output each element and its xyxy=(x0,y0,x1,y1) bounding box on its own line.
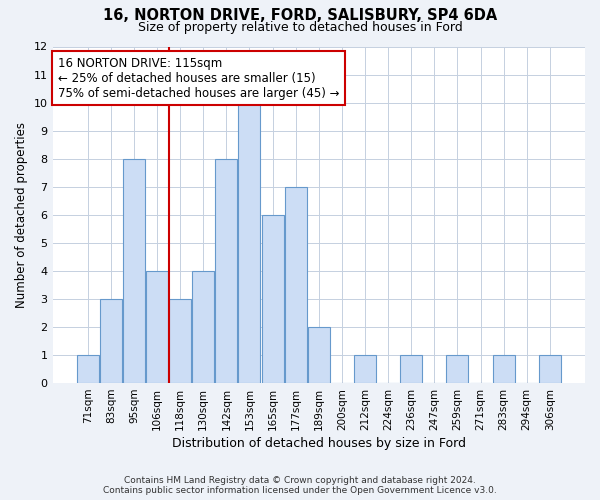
Bar xyxy=(539,355,561,383)
Bar xyxy=(146,271,168,383)
Bar xyxy=(77,355,98,383)
Bar xyxy=(493,355,515,383)
Bar xyxy=(446,355,469,383)
X-axis label: Distribution of detached houses by size in Ford: Distribution of detached houses by size … xyxy=(172,437,466,450)
Bar xyxy=(123,158,145,383)
Bar xyxy=(354,355,376,383)
Bar xyxy=(215,158,238,383)
Bar xyxy=(192,271,214,383)
Bar xyxy=(169,299,191,383)
Y-axis label: Number of detached properties: Number of detached properties xyxy=(15,122,28,308)
Bar xyxy=(262,215,284,383)
Bar xyxy=(238,102,260,383)
Text: Size of property relative to detached houses in Ford: Size of property relative to detached ho… xyxy=(137,21,463,34)
Bar xyxy=(284,186,307,383)
Text: 16 NORTON DRIVE: 115sqm
← 25% of detached houses are smaller (15)
75% of semi-de: 16 NORTON DRIVE: 115sqm ← 25% of detache… xyxy=(58,56,340,100)
Bar xyxy=(308,327,330,383)
Bar xyxy=(100,299,122,383)
Text: 16, NORTON DRIVE, FORD, SALISBURY, SP4 6DA: 16, NORTON DRIVE, FORD, SALISBURY, SP4 6… xyxy=(103,8,497,22)
Bar xyxy=(400,355,422,383)
Text: Contains HM Land Registry data © Crown copyright and database right 2024.
Contai: Contains HM Land Registry data © Crown c… xyxy=(103,476,497,495)
